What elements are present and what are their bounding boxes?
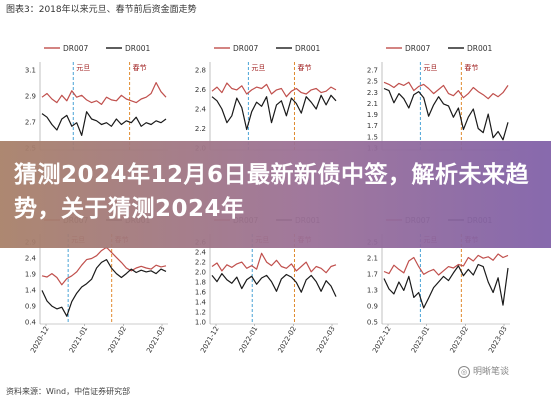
series-line-dr007 [41,246,167,286]
legend-label-dr007: DR007 [233,44,259,53]
headline-banner: 猜测2024年12月6日最新新债中签，解析未来趋势，关于猜测2024年 [0,141,551,248]
y-tick-label: 0.4 [25,319,37,327]
series-line-dr007 [41,81,167,106]
holiday-marker-label: 春节 [133,63,147,72]
holiday-marker-label: 春节 [297,63,311,72]
watermark: ◎ 明晰笔谈 [458,364,509,378]
y-tick-label: 2.2 [195,125,206,133]
y-tick-label: 1.4 [195,299,207,307]
x-tick-label: 2022-02 [277,325,299,354]
x-tick-label: 2023-02 [449,325,471,354]
legend-label-dr007: DR007 [405,44,431,53]
series-line-dr007 [383,253,509,276]
y-tick-label: 1.3 [367,287,378,295]
y-tick-label: 2.4 [195,249,207,257]
legend-label-dr001: DR001 [125,44,151,53]
series-line-dr001 [211,273,337,297]
y-tick-label: 0.9 [367,303,378,311]
y-tick-label: 2.7 [367,67,378,75]
series-line-dr001 [41,259,167,317]
headline-text: 猜测2024年12月6日最新新债中签，解析未来趋势，关于猜测2024年 [14,162,530,222]
y-tick-label: 2.1 [367,100,378,108]
series-line-dr001 [383,87,509,141]
y-tick-label: 0.5 [367,319,378,327]
y-tick-label: 2.3 [367,89,378,97]
legend-label-dr001: DR001 [467,44,493,53]
holiday-marker-label: 春节 [464,63,478,72]
series-line-dr007 [211,252,337,274]
y-tick-label: 1.4 [25,287,37,295]
y-tick-label: 1.7 [367,122,378,130]
x-tick-label: 2021-03 [145,325,167,354]
y-tick-label: 1.7 [367,271,378,279]
holiday-marker-label: 元旦 [423,64,437,72]
series-line-dr001 [211,94,337,131]
y-tick-label: 2.2 [195,259,206,267]
holiday-marker-label: 元旦 [251,64,265,72]
x-tick-label: 2022-03 [315,325,337,354]
x-tick-label: 2023-03 [487,325,509,354]
y-tick-label: 2.7 [25,119,36,127]
y-tick-label: 2.4 [195,106,207,114]
legend-label-dr001: DR001 [295,44,321,53]
y-tick-label: 3.1 [25,67,36,75]
y-tick-label: 2.1 [367,255,378,263]
x-tick-label: 2023-01 [410,325,432,354]
series-line-dr001 [383,263,509,309]
y-tick-label: 2.8 [195,67,206,75]
source-note: 资料来源：Wind，中信证券研究部 [6,387,131,396]
y-tick-label: 0.9 [25,303,36,311]
x-tick-label: 2022-01 [238,325,260,354]
y-tick-label: 1.2 [195,309,206,317]
holiday-marker-label: 元旦 [76,64,90,72]
x-tick-label: 2021-01 [68,325,90,354]
y-tick-label: 1.5 [367,133,378,141]
series-line-dr007 [211,82,337,98]
y-tick-label: 1.8 [195,279,206,287]
figure-caption: 图表3：2018年以来元旦、春节前后资金面走势 [6,5,197,15]
wechat-logo-icon: ◎ [458,365,470,378]
y-tick-label: 1.9 [367,111,378,119]
y-tick-label: 1.9 [25,271,36,279]
y-tick-label: 2.5 [367,78,378,86]
watermark-text: 明晰笔谈 [473,367,510,377]
x-tick-label: 2021-12 [199,325,221,354]
y-tick-label: 1.0 [195,319,206,327]
y-tick-label: 2.9 [25,93,36,101]
series-line-dr007 [383,81,509,100]
y-tick-label: 2.4 [25,255,37,263]
series-line-dr001 [41,111,167,136]
x-tick-label: 2020-12 [29,325,51,354]
legend-label-dr007: DR007 [63,44,89,53]
y-tick-label: 2.0 [195,269,206,277]
y-tick-label: 2.6 [195,86,207,94]
y-tick-label: 1.6 [195,289,207,297]
x-tick-label: 2021-02 [107,325,129,354]
x-tick-label: 2022-12 [371,325,393,354]
